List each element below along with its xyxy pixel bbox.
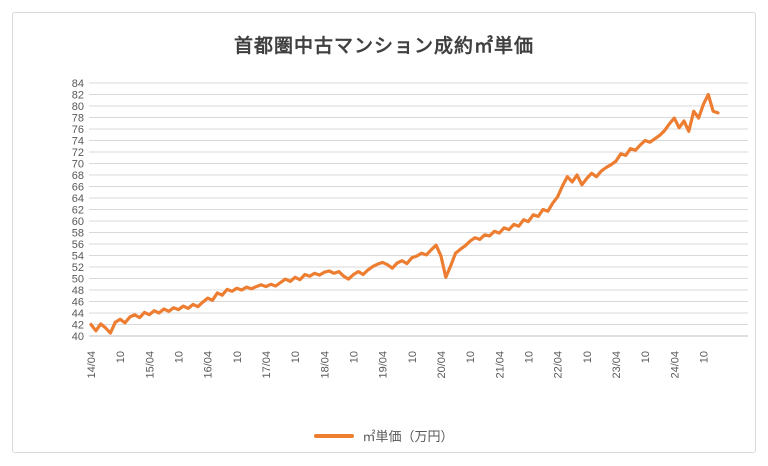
y-tick-label: 62	[72, 205, 84, 217]
y-tick-label: 78	[72, 113, 84, 125]
y-tick-label: 56	[72, 239, 84, 251]
y-tick-label: 82	[72, 90, 84, 102]
x-tick-label: 19/04	[378, 351, 390, 379]
x-tick-label: 10	[232, 351, 244, 363]
y-tick-label: 68	[72, 170, 84, 182]
x-tick-label: 14/04	[86, 351, 98, 379]
y-tick-label: 66	[72, 182, 84, 194]
y-tick-label: 74	[72, 136, 84, 148]
x-tick-label: 20/04	[436, 351, 448, 379]
y-tick-label: 64	[72, 193, 84, 205]
x-tick-label: 10	[115, 351, 127, 363]
x-tick-label: 24/04	[669, 351, 681, 379]
y-tick-label: 70	[72, 159, 84, 171]
x-tick-label: 10	[698, 351, 710, 363]
x-tick-label: 17/04	[261, 351, 273, 379]
x-tick-label: 21/04	[494, 351, 506, 379]
x-tick-label: 15/04	[144, 351, 156, 379]
x-tick-label: 10	[582, 351, 594, 363]
x-tick-label: 16/04	[203, 351, 215, 379]
y-tick-label: 84	[72, 78, 84, 90]
x-tick-label: 10	[465, 351, 477, 363]
x-tick-label: 23/04	[611, 351, 623, 379]
x-tick-label: 10	[523, 351, 535, 363]
x-tick-label: 10	[173, 351, 185, 363]
y-tick-label: 72	[72, 147, 84, 159]
x-tick-label: 10	[290, 351, 302, 363]
y-tick-label: 40	[72, 331, 84, 343]
x-tick-label: 18/04	[319, 351, 331, 379]
y-tick-label: 44	[72, 308, 84, 320]
y-tick-label: 50	[72, 274, 84, 286]
chart-frame: 首都圏中古マンション成約㎡単価 40 42 44 46 48 50 52 54 56 58 60 62…	[12, 12, 756, 453]
y-tick-label: 76	[72, 124, 84, 136]
legend-series-label: ㎡単価（万円）	[362, 429, 454, 444]
x-tick-label: 10	[640, 351, 652, 363]
chart-title: 首都圏中古マンション成約㎡単価	[233, 36, 534, 57]
x-tick-label: 10	[407, 351, 419, 363]
chart-legend: ㎡単価（万円）	[13, 426, 755, 445]
y-tick-label: 42	[72, 320, 84, 332]
y-tick-label: 58	[72, 228, 84, 240]
y-tick-label: 48	[72, 285, 84, 297]
y-tick-label: 46	[72, 297, 84, 309]
y-tick-label: 52	[72, 262, 84, 274]
y-tick-label: 54	[72, 251, 84, 263]
x-tick-label: 22/04	[553, 351, 565, 379]
x-tick-label: 10	[348, 351, 360, 363]
legend-line-swatch	[314, 433, 355, 438]
price-per-sqm-line	[89, 92, 720, 335]
y-tick-label: 60	[72, 216, 84, 228]
y-tick-label: 80	[72, 101, 84, 113]
